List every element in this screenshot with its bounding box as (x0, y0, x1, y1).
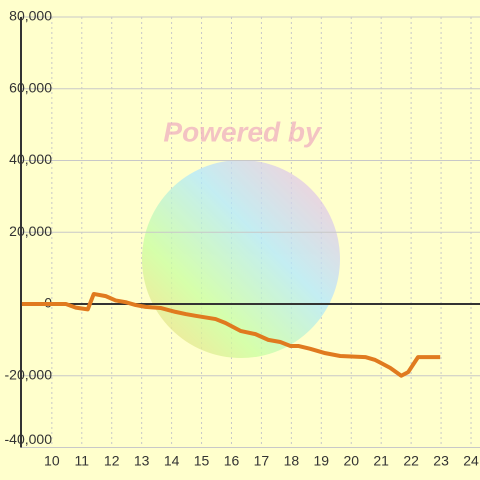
watermark: Powered by (142, 116, 340, 358)
x-tick-label: 24 (463, 453, 479, 469)
x-tick-label: 19 (314, 453, 330, 469)
x-tick-label: 21 (373, 453, 389, 469)
x-tick-label: 18 (284, 453, 300, 469)
x-tick-label: 20 (343, 453, 359, 469)
y-tick-label: -40,000 (5, 431, 53, 447)
x-tick-label: 15 (194, 453, 210, 469)
x-tick-label: 16 (224, 453, 240, 469)
x-tick-label: 11 (75, 453, 90, 469)
x-tick-label: 23 (433, 453, 449, 469)
y-tick-label: 20,000 (9, 223, 52, 239)
x-tick-label: 14 (164, 453, 180, 469)
x-tick-label: 22 (403, 453, 419, 469)
x-tick-label: 17 (254, 453, 270, 469)
watermark-circle (142, 160, 340, 358)
x-tick-label: 10 (44, 453, 60, 469)
y-tick-label: 60,000 (9, 79, 52, 95)
y-tick-label: -20,000 (5, 366, 53, 382)
x-tick-label: 13 (134, 453, 150, 469)
y-tick-label: 80,000 (9, 8, 52, 24)
data-line (21, 291, 441, 378)
x-tick-label: 12 (104, 453, 120, 469)
watermark-text: Powered by (163, 116, 322, 147)
y-tick-label: 40,000 (9, 151, 52, 167)
